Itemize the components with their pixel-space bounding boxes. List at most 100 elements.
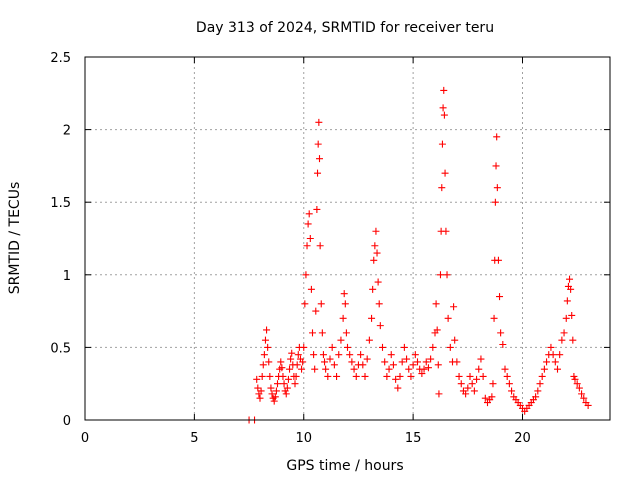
data-point	[322, 365, 330, 373]
data-point	[261, 336, 269, 344]
data-point	[438, 140, 446, 148]
data-point	[266, 372, 274, 380]
data-point	[387, 351, 395, 359]
data-point	[414, 358, 421, 366]
data-point	[464, 384, 472, 392]
data-point	[422, 358, 430, 366]
x-tick-label: 0	[81, 431, 89, 446]
x-tick-label: 20	[514, 431, 531, 446]
data-point	[335, 351, 343, 359]
data-point	[451, 336, 459, 344]
data-point	[272, 387, 280, 395]
data-point	[374, 278, 382, 286]
data-point	[326, 355, 334, 363]
data-point	[277, 358, 285, 366]
data-point	[566, 275, 574, 283]
data-point	[303, 242, 311, 250]
data-point	[501, 365, 509, 373]
data-point	[569, 336, 577, 344]
data-point	[328, 343, 336, 351]
data-point	[481, 394, 489, 402]
data-point	[340, 290, 348, 298]
data-point	[375, 300, 383, 308]
data-point	[538, 372, 546, 380]
data-point	[333, 372, 341, 380]
data-point	[312, 307, 320, 315]
data-point	[442, 227, 450, 235]
data-point	[424, 364, 432, 372]
data-point	[488, 393, 496, 401]
data-point	[363, 355, 371, 363]
data-point	[314, 140, 322, 148]
data-point	[359, 361, 367, 369]
data-point	[470, 387, 478, 395]
data-point	[468, 380, 476, 388]
data-point	[293, 361, 301, 369]
data-point	[284, 375, 292, 383]
data-point	[385, 365, 393, 373]
data-point	[341, 300, 349, 308]
data-point	[438, 184, 446, 192]
data-point	[432, 300, 440, 308]
data-point	[348, 358, 356, 366]
data-point	[505, 380, 513, 388]
data-point	[508, 387, 516, 395]
data-point	[499, 340, 507, 348]
x-tick-label: 5	[190, 431, 198, 446]
x-axis-label: GPS time / hours	[286, 458, 403, 474]
data-point	[291, 380, 299, 388]
data-point	[389, 361, 397, 369]
data-point	[254, 384, 262, 392]
data-point	[310, 351, 318, 359]
data-point	[547, 343, 555, 351]
data-point	[313, 205, 321, 213]
data-point	[497, 329, 505, 337]
data-point	[258, 372, 266, 380]
data-point	[563, 297, 571, 305]
data-point	[369, 285, 377, 293]
data-point	[466, 372, 474, 380]
y-tick-label: 2	[63, 124, 71, 139]
data-point	[493, 184, 501, 192]
data-point	[492, 162, 500, 170]
data-point	[319, 351, 327, 359]
data-point	[330, 361, 338, 369]
data-point	[324, 372, 332, 380]
data-point	[540, 365, 548, 373]
data-point	[489, 380, 497, 388]
data-point	[427, 355, 435, 363]
data-point	[570, 372, 578, 380]
data-point	[571, 375, 579, 383]
data-point	[584, 401, 592, 409]
data-point	[575, 384, 583, 392]
data-point	[300, 343, 308, 351]
data-point	[264, 343, 272, 351]
data-point	[307, 285, 315, 293]
data-point	[287, 355, 295, 363]
plot-frame	[84, 56, 611, 421]
data-point	[368, 314, 376, 322]
grid-layer	[85, 57, 610, 420]
data-point	[302, 271, 310, 279]
data-point	[491, 198, 499, 206]
data-point	[315, 118, 323, 126]
data-point	[443, 271, 451, 279]
x-tick-label: 10	[295, 431, 312, 446]
data-point	[560, 329, 568, 337]
data-point	[580, 394, 588, 402]
data-point	[578, 390, 586, 398]
data-point	[337, 336, 345, 344]
data-point	[259, 361, 267, 369]
data-point	[317, 300, 325, 308]
data-point	[400, 343, 408, 351]
data-point	[383, 372, 391, 380]
data-point	[292, 372, 300, 380]
data-point	[339, 314, 347, 322]
data-point	[274, 380, 281, 388]
data-point	[283, 384, 291, 392]
data-point	[309, 329, 316, 337]
data-point	[372, 227, 380, 235]
data-point	[342, 329, 350, 337]
data-point	[299, 358, 307, 366]
y-tick-label: 2.5	[50, 51, 71, 66]
